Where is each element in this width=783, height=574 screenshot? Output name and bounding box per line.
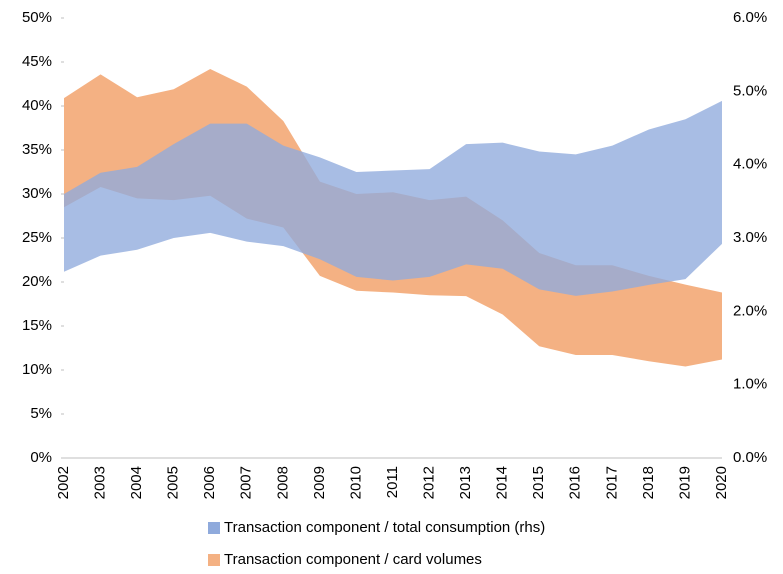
x-tick-label: 2009 — [311, 466, 328, 499]
x-tick-label: 2006 — [201, 466, 218, 499]
y-tick-label: 10% — [22, 361, 52, 378]
x-tick-label: 2008 — [274, 466, 291, 499]
x-tick-label: 2016 — [567, 466, 584, 499]
y2-tick-label: 6.0% — [733, 9, 767, 26]
x-tick-label: 2014 — [494, 466, 511, 499]
y-tick-label: 45% — [22, 53, 52, 70]
y2-tick-label: 5.0% — [733, 82, 767, 99]
x-tick-label: 2003 — [92, 466, 109, 499]
x-tick-label: 2020 — [713, 466, 730, 499]
y-tick-label: 0% — [30, 449, 52, 466]
y2-tick-label: 4.0% — [733, 156, 767, 173]
legend-swatch — [208, 522, 220, 534]
y2-tick-label: 0.0% — [733, 449, 767, 466]
legend-swatch — [208, 554, 220, 566]
x-tick-label: 2018 — [640, 466, 657, 499]
y-tick-label: 40% — [22, 97, 52, 114]
x-tick-label: 2005 — [165, 466, 182, 499]
y2-tick-label: 3.0% — [733, 229, 767, 246]
y2-tick-label: 2.0% — [733, 302, 767, 319]
y-tick-label: 35% — [22, 141, 52, 158]
range-area — [64, 100, 722, 296]
x-tick-label: 2015 — [530, 466, 547, 499]
y-tick-label: 25% — [22, 229, 52, 246]
y-tick-label: 5% — [30, 405, 52, 422]
x-tick-label: 2019 — [676, 466, 693, 499]
legend-label: Transaction component / total consumptio… — [224, 519, 545, 536]
x-tick-label: 2017 — [603, 466, 620, 499]
y-tick-label: 50% — [22, 9, 52, 26]
x-tick-label: 2002 — [55, 466, 72, 499]
x-tick-label: 2007 — [238, 466, 255, 499]
x-tick-label: 2012 — [421, 466, 438, 499]
x-tick-label: 2013 — [457, 466, 474, 499]
y-tick-label: 20% — [22, 273, 52, 290]
y-tick-label: 30% — [22, 185, 52, 202]
y-tick-label: 15% — [22, 317, 52, 334]
x-tick-label: 2010 — [347, 466, 364, 499]
x-tick-label: 2011 — [384, 466, 401, 498]
x-tick-label: 2004 — [128, 466, 145, 499]
y2-tick-label: 1.0% — [733, 376, 767, 393]
legend-label: Transaction component / card volumes — [224, 551, 482, 568]
